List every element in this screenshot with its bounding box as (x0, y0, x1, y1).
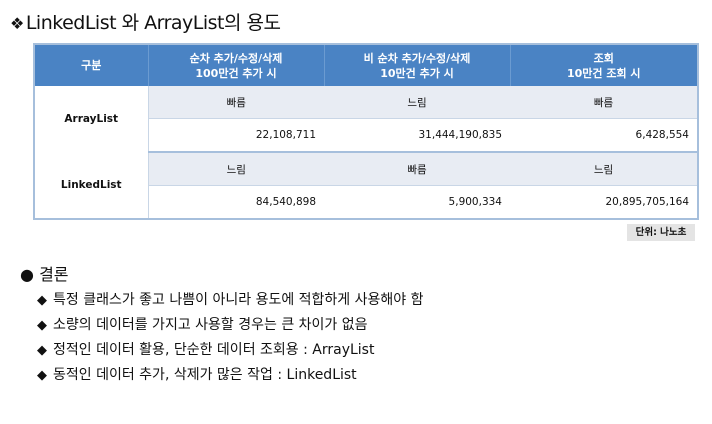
value-cell: 20,895,705,164 (510, 185, 698, 219)
header-line: 10만건 조회 시 (566, 66, 641, 80)
speed-cell: 빠름 (510, 86, 698, 119)
speed-cell: 빠름 (324, 152, 510, 186)
header-nonsequential: 비 순차 추가/수정/삭제 10만건 추가 시 (324, 44, 511, 86)
header-lookup: 조회 10만건 조회 시 (510, 44, 698, 86)
value-cell: 5,900,334 (324, 185, 510, 219)
table-header-row: 구분 순차 추가/수정/삭제 100만건 추가 시 비 순차 추가/수정/삭제 … (34, 44, 698, 86)
diamond-icon: ◆ (37, 293, 47, 308)
comparison-table: 구분 순차 추가/수정/삭제 100만건 추가 시 비 순차 추가/수정/삭제 … (33, 43, 699, 220)
diamond-icon: ◆ (37, 343, 47, 358)
list-item: ◆ 특정 클래스가 좋고 나쁨이 아니라 용도에 적합하게 사용해야 함 (37, 289, 423, 314)
speed-cell: 느림 (148, 152, 324, 186)
title-text: LinkedList 와 ArrayList의 용도 (25, 12, 281, 34)
header-line: 비 순차 추가/수정/삭제 (363, 51, 471, 65)
bullet-icon: ● (20, 265, 34, 284)
header-line: 순차 추가/수정/삭제 (189, 51, 283, 65)
list-item-text: 특정 클래스가 좋고 나쁨이 아니라 용도에 적합하게 사용해야 함 (53, 292, 424, 308)
diamond-icon: ◆ (37, 368, 47, 383)
value-cell: 6,428,554 (510, 118, 698, 153)
list-item-text: 정적인 데이터 활용, 단순한 데이터 조회용 : ArrayList (53, 342, 375, 358)
header-sequential: 순차 추가/수정/삭제 100만건 추가 시 (148, 44, 325, 86)
list-item: ◆ 소량의 데이터를 가지고 사용할 경우는 큰 차이가 없음 (37, 314, 423, 339)
header-line: 구분 (81, 59, 102, 72)
header-category: 구분 (34, 44, 149, 86)
speed-cell: 느림 (324, 86, 510, 119)
header-line: 조회 (593, 51, 614, 65)
list-item: ◆ 동적인 데이터 추가, 삭제가 많은 작업 : LinkedList (37, 364, 423, 389)
diamond-icon: ◆ (37, 318, 47, 333)
unit-badge: 단위: 나노초 (627, 224, 695, 241)
list-item-text: 소량의 데이터를 가지고 사용할 경우는 큰 차이가 없음 (53, 317, 368, 333)
arraylist-speed-row: ArrayList 빠름 느림 빠름 (34, 86, 698, 152)
list-item: ◆ 정적인 데이터 활용, 단순한 데이터 조회용 : ArrayList (37, 339, 423, 364)
conclusion-title: 결론 (39, 265, 69, 284)
header-line: 100만건 추가 시 (195, 66, 277, 80)
value-cell: 84,540,898 (148, 185, 324, 219)
linkedlist-speed-row: LinkedList 느림 빠름 느림 (34, 152, 698, 219)
arraylist-value-row: 22,108,711 31,444,190,835 6,428,554 (34, 118, 698, 153)
value-cell: 31,444,190,835 (324, 118, 510, 153)
conclusion-list: ◆ 특정 클래스가 좋고 나쁨이 아니라 용도에 적합하게 사용해야 함 ◆ 소량의… (37, 289, 423, 389)
title-mark-icon: ❖ (10, 14, 24, 33)
page-title: ❖ LinkedList 와 ArrayList의 용도 (10, 8, 281, 35)
row-label-arraylist: ArrayList (34, 86, 149, 152)
value-cell: 22,108,711 (148, 118, 324, 153)
speed-cell: 빠름 (148, 86, 324, 119)
header-line: 10만건 추가 시 (380, 66, 454, 80)
linkedlist-value-row: 84,540,898 5,900,334 20,895,705,164 (34, 185, 698, 219)
speed-cell: 느림 (510, 152, 698, 186)
list-item-text: 동적인 데이터 추가, 삭제가 많은 작업 : LinkedList (53, 367, 357, 383)
conclusion-heading: ● 결론 (20, 261, 69, 285)
row-label-linkedlist: LinkedList (34, 152, 149, 219)
